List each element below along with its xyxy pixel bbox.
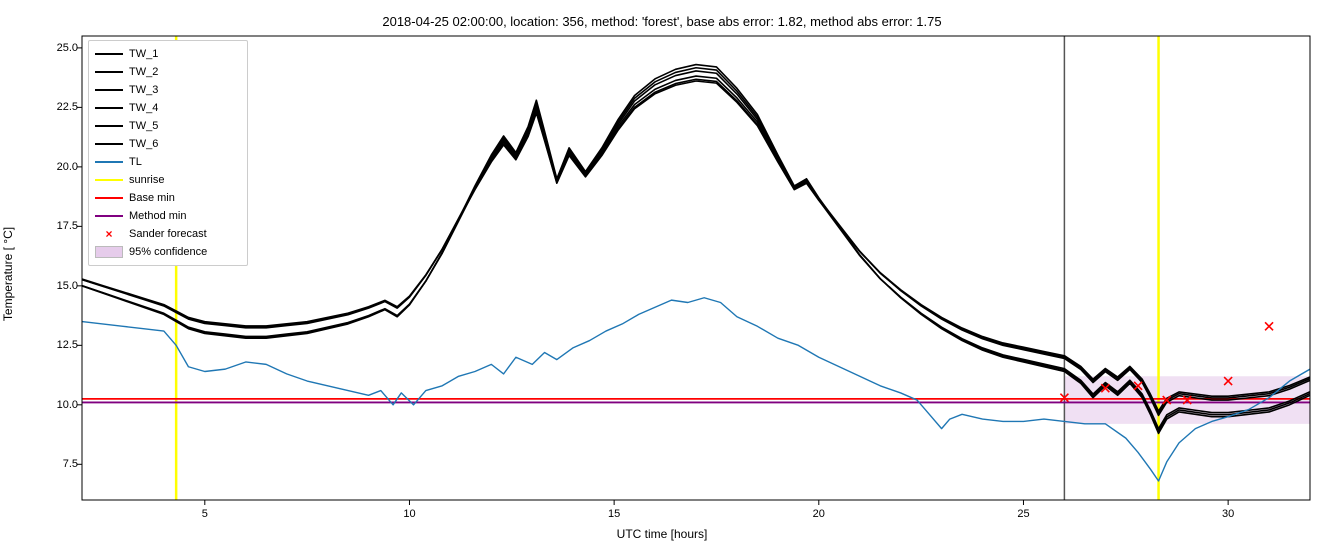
y-tick-label: 15.0: [38, 280, 78, 292]
legend-label: Base min: [129, 192, 175, 204]
legend-swatch: [95, 119, 123, 133]
chart-wrapper: 2018-04-25 02:00:00, location: 356, meth…: [0, 0, 1324, 547]
axes-frame: [82, 36, 1310, 500]
x-tick-label: 10: [389, 508, 429, 520]
legend-label: TL: [129, 156, 142, 168]
legend-swatch: [95, 209, 123, 223]
x-tick-label: 5: [185, 508, 225, 520]
legend-label: TW_3: [129, 84, 158, 96]
legend-item: TW_4: [95, 99, 241, 117]
legend-label: Method min: [129, 210, 186, 222]
legend-swatch: [95, 155, 123, 169]
legend-swatch: [95, 65, 123, 79]
y-tick-label: 10.0: [38, 399, 78, 411]
legend-item: 95% confidence: [95, 243, 241, 261]
y-tick-label: 7.5: [38, 458, 78, 470]
legend-label: 95% confidence: [129, 246, 207, 258]
y-tick-label: 20.0: [38, 161, 78, 173]
x-tick-label: 25: [1003, 508, 1043, 520]
y-tick-label: 12.5: [38, 339, 78, 351]
legend-swatch: [95, 173, 123, 187]
legend-swatch: [95, 191, 123, 205]
legend-label: TW_2: [129, 66, 158, 78]
tw-series-3: [82, 71, 1310, 429]
legend-label: TW_4: [129, 102, 158, 114]
legend-swatch: [95, 47, 123, 61]
x-tick-label: 15: [594, 508, 634, 520]
legend-item: TW_2: [95, 63, 241, 81]
tw-series-5: [82, 79, 1310, 413]
legend-item: TW_3: [95, 81, 241, 99]
x-tick-label: 30: [1208, 508, 1248, 520]
legend-swatch: [95, 245, 123, 259]
y-tick-label: 17.5: [38, 220, 78, 232]
legend-item: TW_6: [95, 135, 241, 153]
y-tick-label: 22.5: [38, 101, 78, 113]
legend-label: TW_1: [129, 48, 158, 60]
legend-item: Base min: [95, 189, 241, 207]
legend-item: sunrise: [95, 171, 241, 189]
legend-swatch: [95, 83, 123, 97]
tw-series-6: [82, 81, 1310, 411]
x-tick-label: 20: [799, 508, 839, 520]
legend-item: TW_1: [95, 45, 241, 63]
legend-label: Sander forecast: [129, 228, 207, 240]
legend: TW_1 TW_2 TW_3 TW_4 TW_5 TW_6 TL sunrise Base mi…: [88, 40, 248, 266]
legend-item: × Sander forecast: [95, 225, 241, 243]
legend-label: TW_6: [129, 138, 158, 150]
y-tick-label: 25.0: [38, 42, 78, 54]
legend-label: TW_5: [129, 120, 158, 132]
legend-item: Method min: [95, 207, 241, 225]
legend-swatch: ×: [95, 227, 123, 241]
legend-item: TW_5: [95, 117, 241, 135]
legend-item: TL: [95, 153, 241, 171]
legend-swatch: [95, 101, 123, 115]
legend-swatch: [95, 137, 123, 151]
legend-label: sunrise: [129, 174, 164, 186]
